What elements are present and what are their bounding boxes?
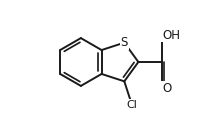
Text: O: O	[162, 82, 172, 95]
Text: S: S	[121, 36, 128, 49]
Text: OH: OH	[162, 29, 180, 42]
Text: Cl: Cl	[127, 100, 137, 110]
